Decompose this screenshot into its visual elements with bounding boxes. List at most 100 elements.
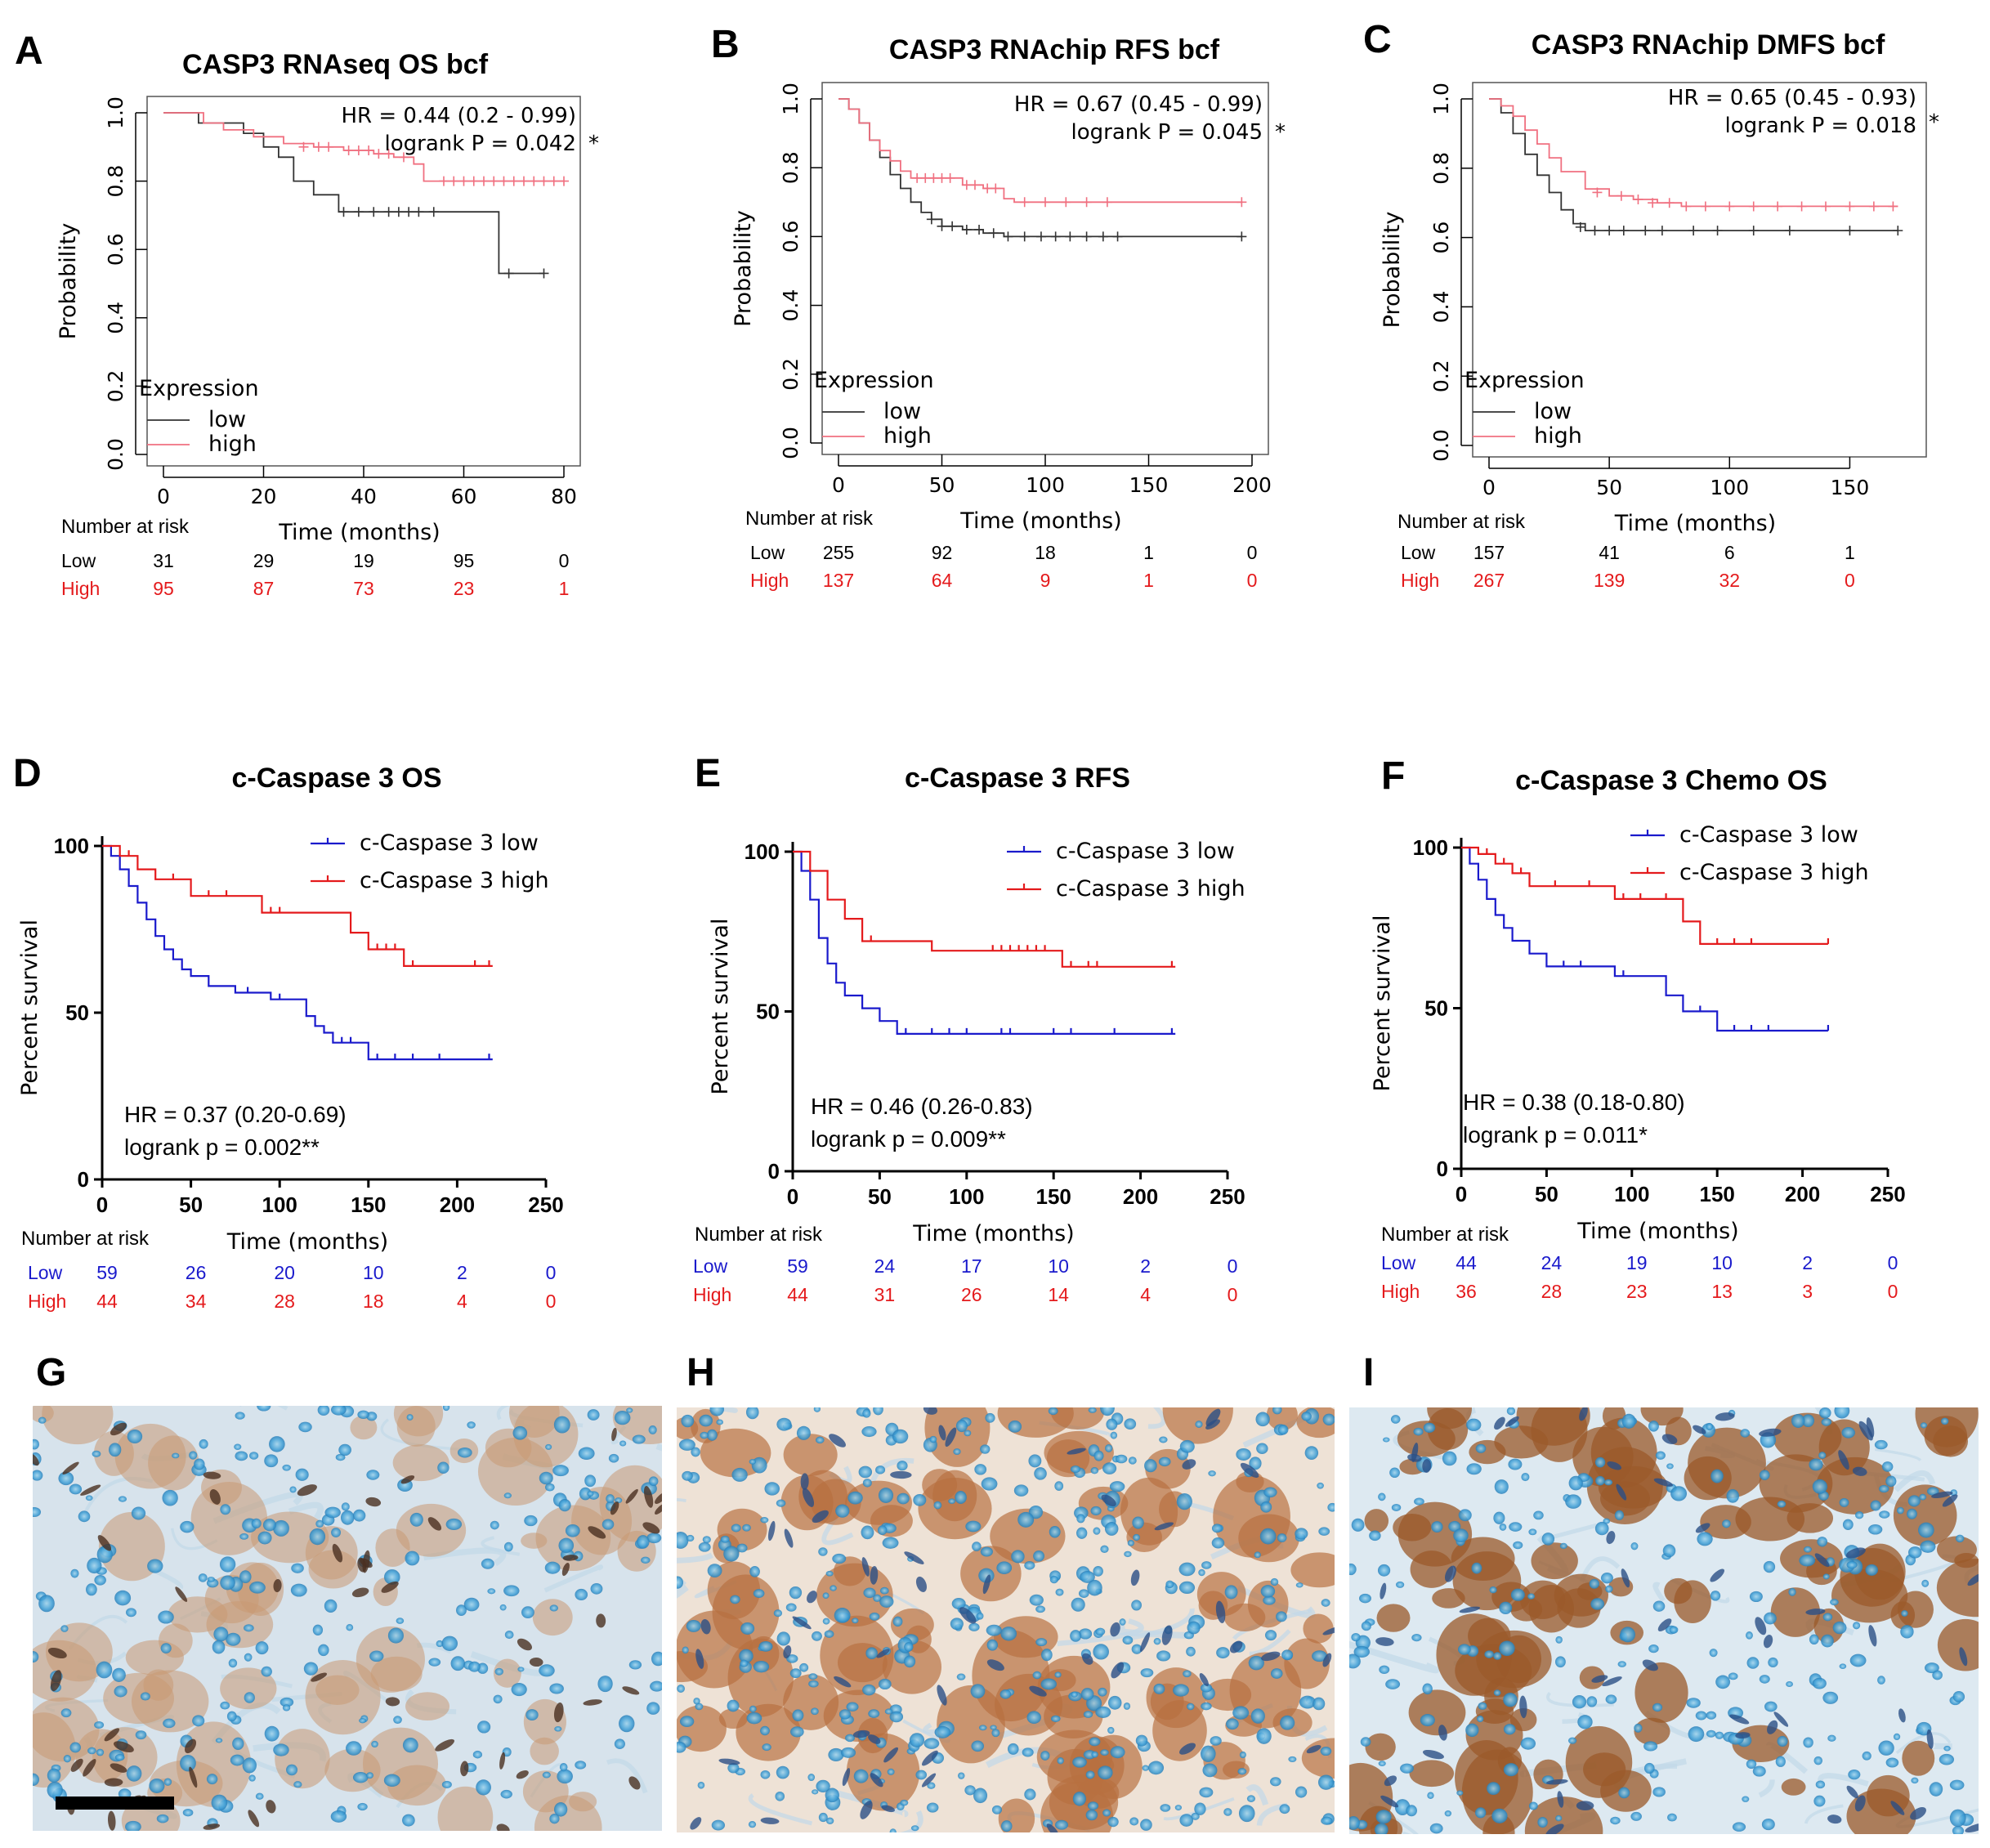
x-axis-label: Time (months) [959, 508, 1121, 534]
nucleus [1768, 1657, 1778, 1667]
nucleus [1361, 1621, 1371, 1631]
nucleus [472, 1750, 482, 1759]
stromal-nucleus [807, 1591, 817, 1604]
nucleus [147, 1559, 163, 1573]
nucleus [1083, 1711, 1093, 1718]
stromal-nucleus [175, 1586, 188, 1602]
nucleus [1414, 1497, 1424, 1506]
nucleus [619, 1715, 635, 1733]
risk-row-label: Low [1401, 542, 1436, 563]
nucleus [706, 1429, 718, 1441]
stromal-nucleus [427, 1517, 442, 1531]
risk-table: Number at risk Low 59 24 17 10 2 0 High 44 31 26 14 4… [693, 1224, 1237, 1305]
nucleus [682, 1470, 693, 1481]
nucleus [1667, 1813, 1677, 1822]
nucleus [1091, 1751, 1098, 1758]
nucleus [978, 1725, 987, 1731]
nucleus [1533, 1510, 1544, 1520]
nucleus [1098, 1687, 1107, 1697]
nucleus [1878, 1740, 1894, 1756]
nucleus [971, 1740, 984, 1752]
nucleus [785, 1603, 797, 1612]
nucleus [366, 1772, 374, 1779]
series-high [102, 844, 493, 967]
nucleus [1493, 1511, 1505, 1524]
nucleus [1801, 1414, 1815, 1428]
nucleus [118, 1496, 127, 1502]
nucleus [60, 1708, 72, 1718]
nucleus [909, 1733, 925, 1747]
nucleus [468, 1661, 481, 1672]
nucleus [1071, 1597, 1085, 1612]
nucleus [745, 1407, 759, 1420]
risk-value: 2 [1140, 1255, 1151, 1277]
stromal-nucleus [1215, 1600, 1226, 1623]
nucleus [1834, 1407, 1850, 1419]
nucleus [396, 1618, 405, 1624]
nucleus [1201, 1561, 1212, 1569]
stromal-nucleus [553, 1702, 564, 1723]
nucleus [1035, 1605, 1045, 1613]
panel-letter: E [695, 752, 721, 795]
nucleus [293, 1781, 302, 1788]
nucleus [695, 1703, 704, 1711]
nucleus [1605, 1585, 1613, 1593]
nucleus [1107, 1726, 1115, 1734]
nucleus [1076, 1527, 1088, 1539]
series-low [102, 844, 493, 1061]
stromal-nucleus [1322, 1653, 1332, 1667]
nucleus [1775, 1756, 1786, 1767]
nucleus [578, 1447, 595, 1460]
stromal-nucleus [400, 1475, 415, 1484]
stromal-nucleus [1067, 1448, 1086, 1455]
nucleus [818, 1547, 828, 1556]
risk-row-label: High [28, 1291, 66, 1312]
nucleus [1085, 1770, 1095, 1779]
nucleus [244, 1653, 253, 1662]
risk-value: 31 [874, 1284, 896, 1305]
nucleus [822, 1618, 830, 1625]
censor-mark [1081, 197, 1092, 208]
survival-curve-low [1461, 846, 1828, 1032]
nucleus [852, 1618, 859, 1624]
nucleus [861, 1525, 874, 1540]
nucleus [1054, 1481, 1064, 1491]
nucleus [1764, 1701, 1778, 1712]
stained-cell-cluster [972, 1630, 1050, 1722]
nucleus [1746, 1657, 1760, 1669]
stromal-nucleus [881, 1805, 895, 1813]
censor-mark [920, 172, 931, 183]
x-tick-label: 50 [1535, 1182, 1558, 1206]
nucleus [127, 1430, 143, 1443]
stromal-nucleus [982, 1574, 991, 1595]
nucleus [1260, 1501, 1272, 1513]
censor-mark [926, 214, 937, 225]
nucleus [1317, 1482, 1324, 1489]
nucleus [1786, 1680, 1793, 1687]
survival-curve-low [102, 844, 493, 1061]
nucleus [1102, 1462, 1117, 1474]
nucleus [1248, 1655, 1264, 1671]
nucleus [1456, 1790, 1464, 1796]
scale-bar [56, 1797, 174, 1810]
risk-value: 73 [353, 578, 374, 599]
legend-label-high: c-Caspase 3 high [360, 868, 549, 893]
nucleus [558, 1537, 575, 1554]
nucleus [1742, 1796, 1750, 1802]
nucleus [554, 1725, 562, 1732]
nucleus [1360, 1737, 1371, 1747]
risk-value: 95 [454, 550, 475, 571]
nucleus [1105, 1443, 1113, 1452]
logrank-p-text: logrank P = 0.042 [385, 132, 576, 156]
nucleus [887, 1768, 895, 1775]
nucleus [698, 1541, 711, 1552]
y-tick-label: 0.6 [1429, 221, 1453, 254]
nucleus [1131, 1600, 1143, 1611]
nucleus [324, 1599, 338, 1613]
nucleus [1830, 1599, 1839, 1606]
nucleus [753, 1660, 770, 1673]
censor-mark [974, 224, 985, 235]
stromal-nucleus [611, 1427, 617, 1442]
nucleus [1813, 1756, 1823, 1765]
nucleus [970, 1684, 986, 1698]
